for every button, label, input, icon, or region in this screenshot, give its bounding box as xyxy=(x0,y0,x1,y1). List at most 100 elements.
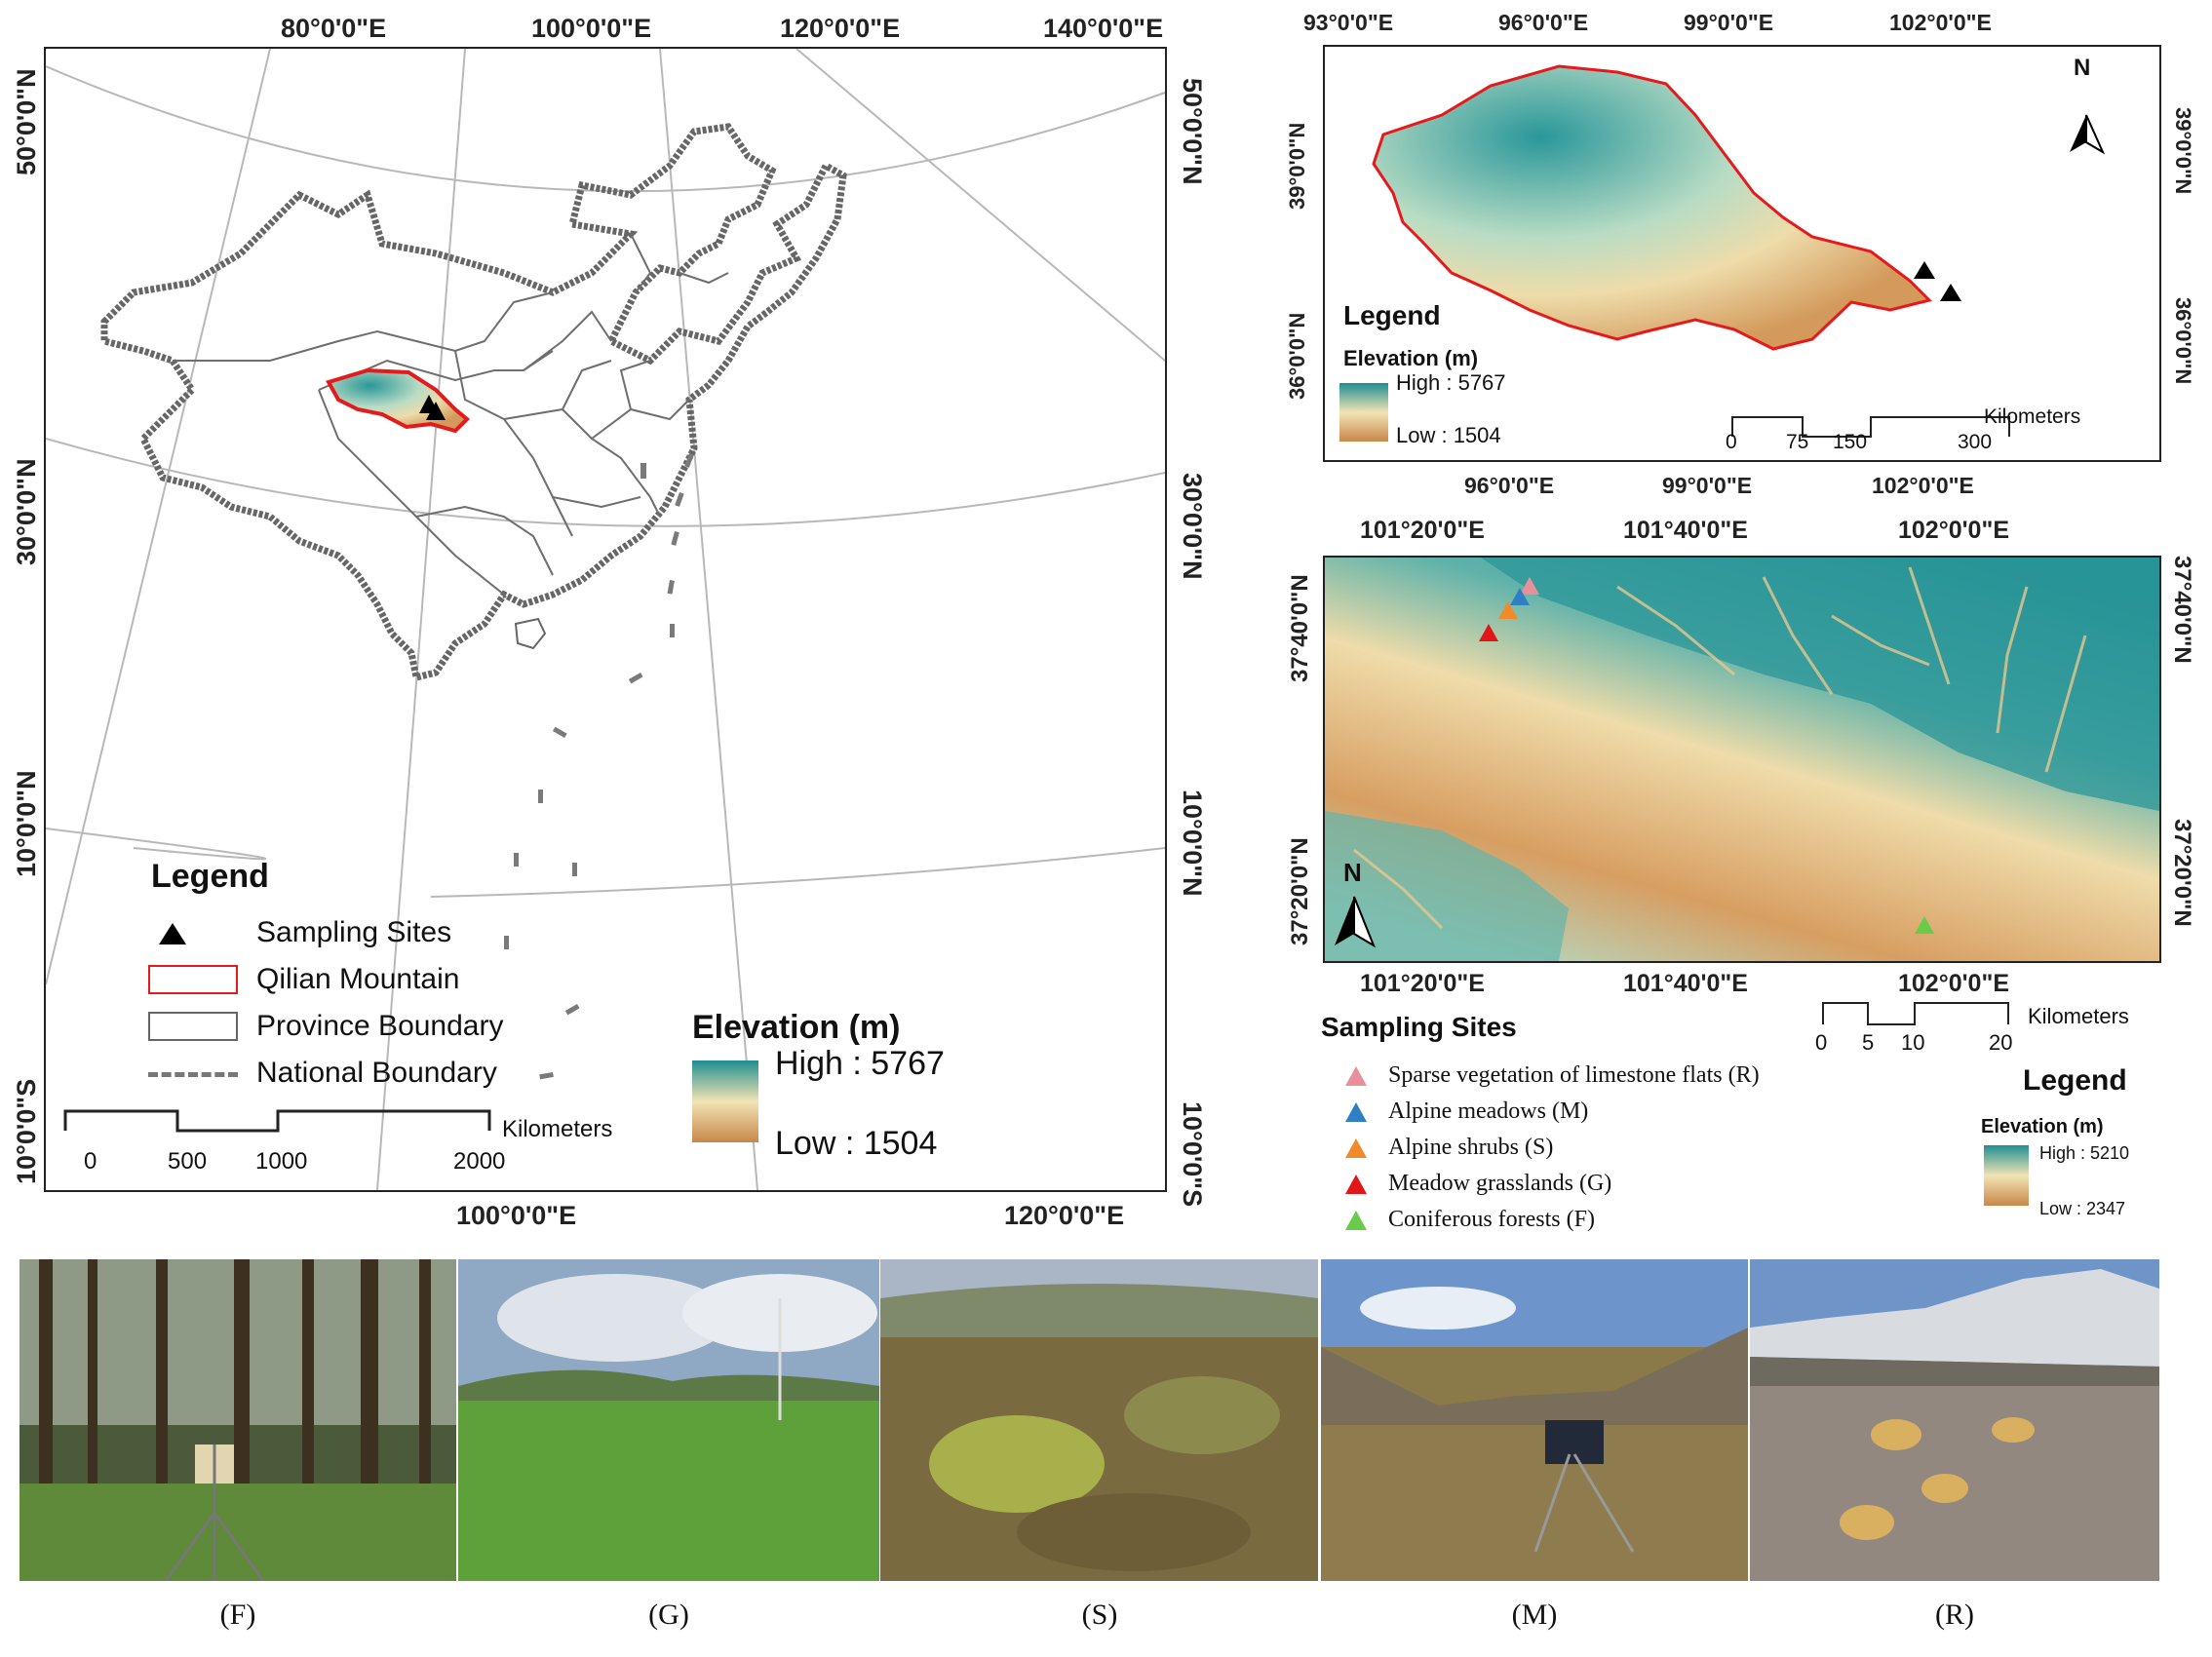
photo-caption: (M) xyxy=(1511,1599,1558,1631)
detail-elevation-ramp xyxy=(1984,1145,2029,1206)
china-scale-tick: 0 xyxy=(84,1148,97,1175)
qilian-elevation-low: Low : 1504 xyxy=(1396,423,1501,447)
qilian-scale-unit: Kilometers xyxy=(1984,405,2081,428)
shrubs-image xyxy=(880,1259,1318,1581)
china-legend-item xyxy=(148,919,197,948)
qilian-site-marker xyxy=(1940,284,1961,301)
detail-bottom-label: 102°0'0"E xyxy=(1898,970,2009,997)
site-legend-label: Alpine meadows (M) xyxy=(1388,1098,1589,1124)
detail-scale-tick: 20 xyxy=(1989,1030,2013,1055)
southwest-highland xyxy=(1325,811,1569,961)
china-scale-tick: 2000 xyxy=(453,1148,506,1175)
limestone-image xyxy=(1750,1259,2159,1581)
qilian-elevation-ramp xyxy=(1339,383,1388,442)
qilian-region-shape xyxy=(1372,64,1932,351)
meadow-image xyxy=(1321,1259,1748,1581)
china-right-label: 50°0'0"N xyxy=(1178,78,1207,185)
photo-caption: (G) xyxy=(648,1599,689,1631)
red-box-icon xyxy=(148,965,238,994)
site-triangle-icon xyxy=(1345,1066,1367,1086)
china-left-label: 10°0'0"S xyxy=(12,1078,41,1184)
qilian-bottom-label: 99°0'0"E xyxy=(1662,473,1753,498)
detail-top-label: 101°40'0"E xyxy=(1623,517,1748,544)
china-sampling-site-markers xyxy=(419,395,446,420)
detail-scale-unit: Kilometers xyxy=(2028,1004,2129,1028)
china-scale-tick: 1000 xyxy=(255,1148,308,1175)
site-triangle-icon xyxy=(1345,1175,1367,1194)
detail-scale-bar xyxy=(1822,1002,2009,1025)
site-legend-label: Coniferous forests (F) xyxy=(1388,1207,1595,1232)
qilian-bottom-label: 102°0'0"E xyxy=(1872,473,1974,498)
qilian-scale-tick: 150 xyxy=(1833,431,1868,453)
china-left-label: 30°0'0"N xyxy=(12,458,41,565)
china-right-label: 30°0'0"N xyxy=(1178,473,1207,580)
china-bottom-label: 120°0'0"E xyxy=(1004,1201,1125,1230)
qilian-map-frame xyxy=(1323,45,2161,462)
graticule xyxy=(46,49,1165,1190)
china-left-label: 10°0'0"N xyxy=(12,770,41,877)
site-triangle-icon xyxy=(1345,1211,1367,1230)
china-top-label: 80°0'0"E xyxy=(281,14,387,43)
qilian-scale-bar xyxy=(1731,416,2010,438)
grassland-image xyxy=(458,1259,879,1581)
forest-image xyxy=(19,1259,456,1581)
detail-scale-tick: 5 xyxy=(1862,1030,1875,1055)
qilian-top-label: 102°0'0"E xyxy=(1889,10,1992,35)
china-left-label: 50°0'0"N xyxy=(12,68,41,175)
detail-scale-tick: 10 xyxy=(1901,1030,1925,1055)
china-map-frame xyxy=(44,47,1167,1192)
china-map-canvas xyxy=(46,49,1165,1190)
china-legend-label: Sampling Sites xyxy=(256,916,452,948)
detail-top-label: 102°0'0"E xyxy=(1898,517,2009,544)
qilian-bottom-label: 96°0'0"E xyxy=(1464,473,1555,498)
qilian-right-label: 39°0'0"N xyxy=(2171,107,2195,195)
china-legend-label: Qilian Mountain xyxy=(256,963,460,995)
qilian-right-label: 36°0'0"N xyxy=(2171,297,2195,385)
china-top-label: 100°0'0"E xyxy=(531,14,652,43)
site-legend-label: Alpine shrubs (S) xyxy=(1388,1135,1554,1160)
china-scale-bar xyxy=(63,1109,491,1133)
photo-grassland xyxy=(458,1259,879,1581)
qilian-mountain-region xyxy=(326,367,470,434)
china-bottom-label: 100°0'0"E xyxy=(456,1201,577,1230)
china-right-label: 10°0'0"S xyxy=(1178,1101,1207,1208)
detail-north-arrow xyxy=(1335,896,1377,948)
photo-forest xyxy=(19,1259,456,1581)
qilian-left-label: 39°0'0"N xyxy=(1285,122,1309,210)
province-boundaries xyxy=(173,233,729,596)
photo-shrubs xyxy=(880,1259,1318,1581)
china-elevation-title: Elevation (m) xyxy=(692,1009,901,1046)
photo-caption: (F) xyxy=(219,1599,256,1631)
qilian-north-arrow xyxy=(2070,114,2106,155)
photo-caption: (R) xyxy=(1935,1599,1974,1631)
qilian-left-label: 36°0'0"N xyxy=(1285,312,1309,400)
qilian-scale-tick: 300 xyxy=(1958,431,1993,453)
photo-meadow xyxy=(1321,1259,1748,1581)
qilian-elevation-high: High : 5767 xyxy=(1396,370,1506,395)
qilian-top-label: 93°0'0"E xyxy=(1303,10,1394,35)
detail-right-label: 37°20'0"N xyxy=(2169,819,2195,927)
detail-elevation-title: Elevation (m) xyxy=(1981,1116,2104,1137)
detail-north-label: N xyxy=(1343,858,1362,887)
detail-map-frame xyxy=(1323,556,2161,963)
detail-left-label: 37°40'0"N xyxy=(1287,574,1313,682)
site-legend-label: Meadow grasslands (G) xyxy=(1388,1171,1612,1196)
site-legend-label: Sparse vegetation of limestone flats (R) xyxy=(1388,1062,1760,1088)
china-top-label: 140°0'0"E xyxy=(1043,14,1164,43)
china-scale-tick: 500 xyxy=(168,1148,208,1175)
detail-bottom-label: 101°40'0"E xyxy=(1623,970,1748,997)
detail-legend-title: Legend xyxy=(2023,1064,2127,1097)
china-legend-label: Province Boundary xyxy=(256,1010,504,1042)
china-elevation-high: High : 5767 xyxy=(775,1045,945,1082)
national-boundary xyxy=(100,123,847,682)
qilian-scale-tick: 0 xyxy=(1726,431,1737,453)
site-triangle-icon xyxy=(1345,1138,1367,1158)
detail-right-label: 37°40'0"N xyxy=(2169,556,2195,664)
detail-bottom-label: 101°20'0"E xyxy=(1360,970,1485,997)
valley-network xyxy=(1353,566,2087,930)
qilian-north-label: N xyxy=(2074,55,2091,81)
china-right-label: 10°0'0"N xyxy=(1178,790,1207,897)
qilian-top-label: 99°0'0"E xyxy=(1684,10,1774,35)
detail-left-label: 37°20'0"N xyxy=(1287,837,1313,945)
china-elevation-low: Low : 1504 xyxy=(775,1125,938,1162)
